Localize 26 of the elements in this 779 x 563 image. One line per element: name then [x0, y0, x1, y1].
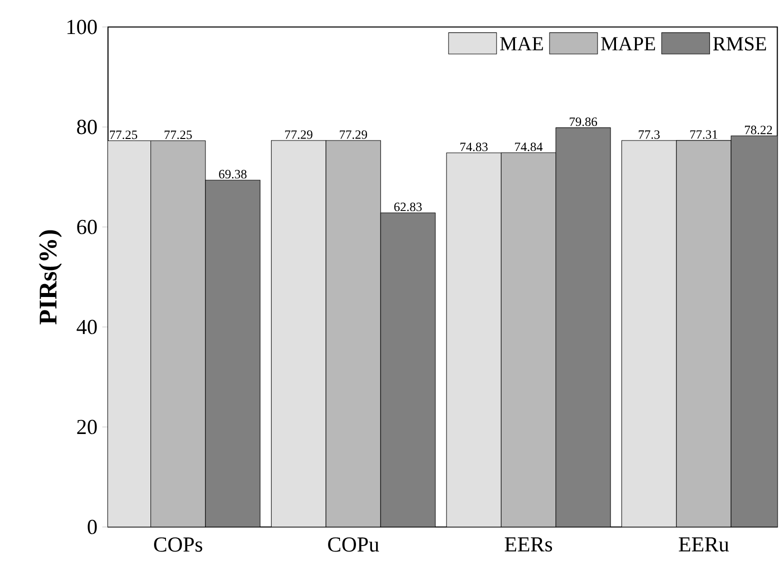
y-tick-label: 40 [76, 320, 97, 334]
data-label: 77.29 [285, 130, 312, 139]
y-tick-label: 60 [77, 220, 97, 234]
data-label: 79.86 [570, 117, 598, 126]
data-label: 62.83 [394, 202, 422, 212]
y-tick-label: 20 [77, 420, 97, 434]
data-label: 69.38 [219, 170, 247, 178]
x-tick-label: EERs [504, 537, 552, 552]
data-label: 77.25 [164, 130, 192, 140]
y-tick-label: 100 [67, 20, 97, 34]
x-tick-label: EERu [678, 537, 729, 552]
y-axis-title: PIRs(%) [38, 230, 62, 324]
data-label: 74.84 [515, 142, 543, 152]
data-label: 74.83 [460, 142, 488, 152]
data-label: 77.29 [340, 130, 368, 139]
data-label: 77.3 [638, 130, 660, 139]
y-tick-label: 80 [77, 120, 97, 134]
y-tick-label: 0 [88, 520, 97, 534]
data-label: 77.25 [110, 130, 138, 140]
legend-label: RMSE [713, 37, 766, 51]
data-label: 77.31 [690, 130, 718, 139]
legend-label: MAE [500, 37, 543, 50]
x-tick-label: COPu [328, 537, 380, 552]
data-label: 78.22 [744, 126, 772, 134]
x-tick-label: COPs [154, 537, 202, 552]
legend-label: MAPE [601, 37, 656, 50]
